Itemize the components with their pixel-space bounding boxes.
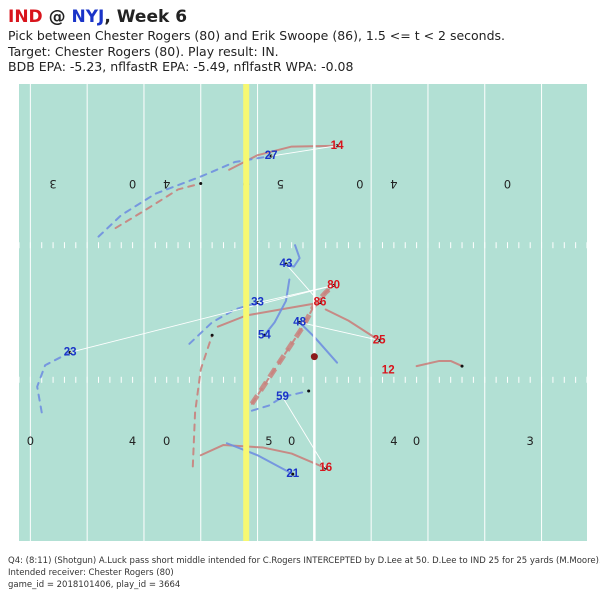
away-team: IND: [8, 7, 43, 27]
offense-path: [216, 301, 322, 328]
path-end-dot: [199, 181, 203, 185]
subtitle-pick: Pick between Chester Rogers (80) and Eri…: [8, 28, 506, 43]
assignment-line: [70, 285, 334, 353]
special-lines: [243, 84, 316, 541]
yard-number-top: 4: [390, 177, 397, 191]
offense-player-label: 80: [327, 280, 340, 292]
yard-number-top: 0: [129, 177, 136, 191]
defense-player-label: 27: [265, 150, 278, 162]
home-team: NYJ: [71, 7, 105, 27]
yard-number-top: 3: [49, 177, 56, 191]
yard-number-bottom: 0: [288, 434, 295, 448]
path-end-dot: [460, 364, 464, 368]
week-label: , Week 6: [104, 7, 188, 27]
defense-player-label: 33: [251, 297, 264, 309]
defense-path: [263, 278, 291, 337]
game-title: IND @ NYJ, Week 6: [8, 6, 598, 28]
field-turf: [19, 84, 587, 541]
defense-path: [188, 301, 259, 345]
play-description: Q4: (8:11) (Shotgun) A.Luck pass short m…: [8, 556, 600, 566]
defense-path: [36, 351, 72, 414]
yard-number-top: 4: [163, 177, 170, 191]
header: IND @ NYJ, Week 6 Pick between Chester R…: [8, 6, 598, 75]
assignment-line: [271, 145, 338, 157]
offense-player-label: 86: [314, 297, 327, 309]
offense-path: [415, 359, 464, 368]
path-end-dot: [210, 333, 214, 337]
footer: Q4: (8:11) (Shotgun) A.Luck pass short m…: [8, 555, 600, 591]
offense-path: [191, 334, 214, 468]
subtitle-epa: BDB EPA: -5.23, nflfastR EPA: -5.49, nfl…: [8, 59, 354, 74]
yard-number-bottom: 0: [413, 434, 420, 448]
at-symbol: @: [48, 7, 66, 27]
yard-number-bottom: 4: [129, 434, 136, 448]
defense-player-label: 43: [280, 258, 293, 270]
offense-path: [114, 182, 202, 230]
assignment-lines: [70, 145, 380, 469]
yard-number-top: 0: [356, 177, 363, 191]
yard-number-bottom: 5: [265, 434, 272, 448]
yard-number-bottom: 0: [163, 434, 170, 448]
offense-path: [199, 443, 327, 470]
offense-path: [324, 308, 381, 342]
assignment-line: [282, 396, 327, 469]
intended-receiver: Intended receiver: Chester Rogers (80): [8, 568, 174, 578]
football-marker: [310, 353, 318, 361]
subtitle-target: Target: Chester Rogers (80). Play result…: [8, 43, 279, 59]
yard-number-top: 0: [504, 177, 511, 191]
path-end-dot: [262, 333, 266, 337]
offense-player-label: 12: [382, 364, 395, 376]
offense-player-label: 25: [373, 334, 386, 346]
defense-player-label: 48: [293, 316, 306, 328]
defense-player-label: 54: [258, 329, 271, 341]
defense-player-label: 23: [64, 346, 77, 358]
defense-path: [298, 321, 339, 364]
yard-number-bottom: 4: [390, 434, 397, 448]
offense-player-label: 14: [331, 140, 344, 152]
path-end-dot: [291, 472, 295, 476]
defense-path: [250, 389, 310, 412]
yard-number-top: 5: [277, 177, 284, 191]
offense-player-label: 16: [319, 462, 332, 474]
yard-number-bottom: 0: [27, 434, 34, 448]
game-id: game_id = 2018101406, play_id = 3664: [8, 580, 181, 590]
defense-player-label: 21: [286, 468, 299, 480]
defense-path: [225, 442, 294, 476]
path-end-dot: [307, 389, 311, 393]
defense-path: [284, 244, 301, 268]
defense-path: [97, 155, 273, 238]
assignment-line: [299, 321, 380, 341]
target-route: [249, 283, 336, 406]
yard-number-bottom: 3: [527, 434, 534, 448]
defense-player-label: 59: [276, 391, 289, 403]
